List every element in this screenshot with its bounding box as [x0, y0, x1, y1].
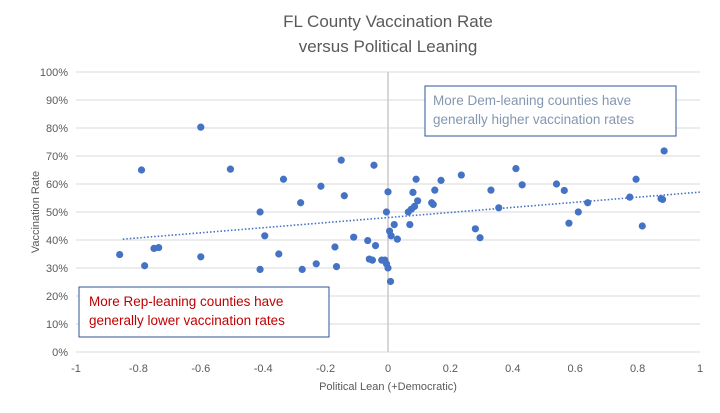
data-point — [141, 262, 148, 269]
data-point — [391, 221, 398, 228]
x-tick-label: 0.4 — [505, 363, 520, 375]
chart-title-line-1: FL County Vaccination Rate — [283, 12, 493, 31]
data-point — [384, 188, 391, 195]
data-point — [639, 222, 646, 229]
data-point — [487, 187, 494, 194]
data-point — [626, 194, 633, 201]
chart-container: FL County Vaccination Rate versus Politi… — [0, 0, 720, 413]
data-point — [431, 187, 438, 194]
data-point — [275, 250, 282, 257]
x-tick-label: -1 — [71, 363, 81, 375]
data-point — [458, 171, 465, 178]
annotation-dem-leaning: More Dem-leaning counties have generally… — [425, 86, 676, 136]
data-point — [155, 244, 162, 251]
y-tick-label: 100% — [40, 67, 68, 79]
x-tick-label: -0.8 — [129, 363, 148, 375]
data-point — [331, 243, 338, 250]
y-tick-label: 90% — [46, 95, 68, 107]
data-point — [553, 180, 560, 187]
data-point — [495, 204, 502, 211]
data-point — [350, 234, 357, 241]
y-tick-label: 80% — [46, 123, 68, 135]
data-point — [364, 237, 371, 244]
x-tick-label: -0.4 — [254, 363, 273, 375]
data-point — [338, 157, 345, 164]
data-point — [372, 242, 379, 249]
data-point — [512, 165, 519, 172]
data-point — [313, 260, 320, 267]
data-point — [317, 183, 324, 190]
annotation-dem-line-1: More Dem-leaning counties have — [433, 93, 631, 108]
y-tick-label: 20% — [46, 291, 68, 303]
x-tick-label: 0.8 — [630, 363, 645, 375]
x-tick-label: 0.6 — [568, 363, 583, 375]
data-point — [472, 225, 479, 232]
data-point — [661, 147, 668, 154]
data-point — [561, 187, 568, 194]
annotation-rep-leaning: More Rep-leaning counties have generally… — [79, 287, 329, 337]
data-point — [476, 234, 483, 241]
data-point — [256, 208, 263, 215]
data-point — [383, 208, 390, 215]
data-point — [297, 199, 304, 206]
data-point — [406, 221, 413, 228]
y-tick-label: 60% — [46, 179, 68, 191]
y-tick-label: 0% — [52, 347, 68, 359]
x-axis-title: Political Lean (+Democratic) — [319, 381, 457, 393]
data-point — [116, 251, 123, 258]
data-point — [341, 192, 348, 199]
y-tick-label: 50% — [46, 207, 68, 219]
data-point — [299, 266, 306, 273]
data-point — [197, 124, 204, 131]
x-tick-label: 0.2 — [443, 363, 458, 375]
data-point — [394, 236, 401, 243]
trendline — [123, 192, 700, 239]
y-tick-labels: 0% 10% 20% 30% 40% 50% 60% 70% 80% 90% 100% — [40, 67, 68, 359]
chart-title-line-2: versus Political Leaning — [299, 37, 478, 56]
data-point — [519, 181, 526, 188]
annotation-dem-line-2: generally higher vaccination rates — [433, 112, 634, 127]
scatter-chart: FL County Vaccination Rate versus Politi… — [0, 0, 720, 413]
data-point — [388, 232, 395, 239]
y-tick-label: 70% — [46, 151, 68, 163]
data-point — [659, 196, 666, 203]
data-point — [412, 176, 419, 183]
x-tick-label: 1 — [697, 363, 703, 375]
data-point — [261, 232, 268, 239]
annotation-rep-line-2: generally lower vaccination rates — [89, 313, 285, 328]
data-point — [333, 263, 340, 270]
data-point — [197, 253, 204, 260]
data-point — [409, 189, 416, 196]
data-point — [384, 264, 391, 271]
y-tick-label: 40% — [46, 235, 68, 247]
data-point — [584, 199, 591, 206]
data-point — [632, 176, 639, 183]
y-axis-title: Vaccination Rate — [30, 171, 42, 253]
x-tick-label: -0.2 — [316, 363, 335, 375]
annotation-rep-line-1: More Rep-leaning counties have — [89, 294, 283, 309]
data-point — [387, 278, 394, 285]
y-tick-label: 30% — [46, 263, 68, 275]
data-point — [565, 220, 572, 227]
data-point — [430, 201, 437, 208]
data-point — [437, 177, 444, 184]
trendline-line — [123, 192, 700, 239]
x-tick-label: 0 — [385, 363, 391, 375]
data-point — [575, 208, 582, 215]
data-points — [116, 124, 668, 285]
y-tick-label: 10% — [46, 319, 68, 331]
data-point — [414, 197, 421, 204]
data-point — [370, 162, 377, 169]
data-point — [256, 266, 263, 273]
data-point — [280, 176, 287, 183]
data-point — [369, 257, 376, 264]
x-tick-labels: -1 -0.8 -0.6 -0.4 -0.2 0 0.2 0.4 0.6 0.8 1 — [71, 363, 703, 375]
data-point — [138, 166, 145, 173]
x-tick-label: -0.6 — [191, 363, 210, 375]
data-point — [227, 166, 234, 173]
